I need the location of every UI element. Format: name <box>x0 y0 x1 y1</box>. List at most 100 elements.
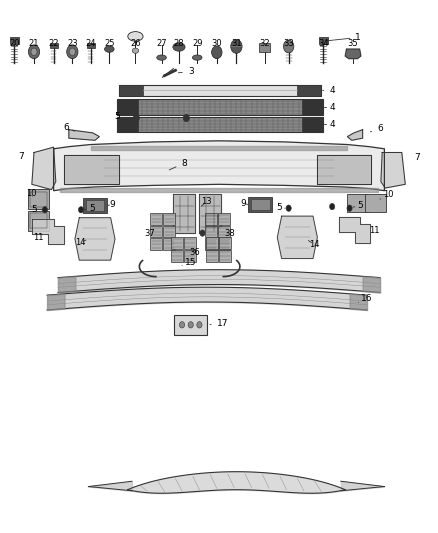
Text: 5: 5 <box>84 204 95 213</box>
Circle shape <box>286 205 291 212</box>
Ellipse shape <box>192 55 202 60</box>
Bar <box>117 100 323 115</box>
Ellipse shape <box>128 31 143 41</box>
Bar <box>184 237 196 249</box>
Bar <box>259 43 270 52</box>
Text: 5: 5 <box>114 112 129 122</box>
Circle shape <box>69 48 75 55</box>
Ellipse shape <box>157 55 166 60</box>
Text: 9: 9 <box>240 199 248 208</box>
Text: 20: 20 <box>9 39 20 49</box>
Text: 25: 25 <box>104 39 115 49</box>
Text: 28: 28 <box>173 39 184 49</box>
Circle shape <box>78 207 84 213</box>
Polygon shape <box>32 219 64 244</box>
Bar <box>87 43 95 48</box>
Text: 11: 11 <box>33 233 44 242</box>
Bar <box>10 37 19 44</box>
Polygon shape <box>317 155 371 184</box>
Bar <box>297 85 321 96</box>
Text: 31: 31 <box>231 39 242 49</box>
Bar <box>119 85 321 96</box>
Polygon shape <box>347 130 363 140</box>
Text: 15: 15 <box>182 258 197 266</box>
Text: 24: 24 <box>85 39 96 49</box>
Text: 10: 10 <box>380 190 394 199</box>
Circle shape <box>184 114 189 122</box>
Bar <box>28 211 49 231</box>
Polygon shape <box>173 193 195 233</box>
Polygon shape <box>64 155 119 184</box>
Circle shape <box>231 39 242 53</box>
Text: 14: 14 <box>308 240 319 249</box>
Text: 14: 14 <box>75 238 86 247</box>
Bar <box>206 237 218 249</box>
Text: 33: 33 <box>283 39 294 49</box>
Bar <box>219 237 231 249</box>
Bar <box>163 225 176 237</box>
Circle shape <box>180 321 185 328</box>
Text: 36: 36 <box>189 248 200 257</box>
Polygon shape <box>69 130 99 140</box>
Bar <box>206 250 218 262</box>
Text: 5: 5 <box>276 203 285 212</box>
Text: 4: 4 <box>324 103 335 112</box>
Text: 27: 27 <box>156 39 167 49</box>
Bar <box>218 213 230 224</box>
Bar <box>302 100 323 115</box>
Text: 7: 7 <box>414 154 420 163</box>
Bar <box>319 37 328 44</box>
Bar <box>174 315 207 335</box>
Polygon shape <box>32 147 56 190</box>
Circle shape <box>28 45 40 59</box>
Text: 10: 10 <box>26 189 36 198</box>
Text: 35: 35 <box>348 39 358 49</box>
Text: 23: 23 <box>67 39 78 49</box>
Polygon shape <box>277 216 318 259</box>
Circle shape <box>67 45 78 59</box>
Bar <box>251 199 270 210</box>
Text: 26: 26 <box>130 39 141 49</box>
Bar <box>163 213 176 224</box>
Text: 6: 6 <box>64 123 74 132</box>
Ellipse shape <box>105 46 114 52</box>
Circle shape <box>200 230 205 236</box>
Bar <box>30 192 47 207</box>
Text: 13: 13 <box>201 197 211 206</box>
Bar <box>184 250 196 262</box>
Ellipse shape <box>132 48 139 53</box>
Text: 32: 32 <box>259 39 270 49</box>
Text: 4: 4 <box>322 86 335 95</box>
Circle shape <box>133 114 139 122</box>
Text: 4: 4 <box>324 120 335 129</box>
Bar <box>28 189 49 209</box>
Text: 16: 16 <box>358 294 373 303</box>
Bar <box>83 198 107 214</box>
Bar <box>85 200 104 211</box>
Bar <box>218 225 230 237</box>
Circle shape <box>188 321 193 328</box>
Text: 3: 3 <box>178 67 194 76</box>
Bar <box>49 43 57 48</box>
Bar <box>117 117 323 132</box>
Bar <box>171 237 184 249</box>
Bar <box>347 194 368 213</box>
Circle shape <box>31 48 37 55</box>
Text: 5: 5 <box>31 205 42 214</box>
Circle shape <box>197 321 202 328</box>
Polygon shape <box>381 152 405 188</box>
Text: 8: 8 <box>170 159 187 170</box>
Text: 7: 7 <box>18 152 24 161</box>
Polygon shape <box>75 217 115 260</box>
Bar <box>150 238 162 250</box>
Polygon shape <box>345 49 361 59</box>
Bar <box>205 225 217 237</box>
Text: 37: 37 <box>144 229 155 238</box>
Bar <box>248 197 272 213</box>
Bar <box>30 214 47 228</box>
Bar <box>205 238 217 250</box>
Circle shape <box>283 40 294 53</box>
Text: 22: 22 <box>48 39 59 49</box>
Text: 11: 11 <box>370 226 380 235</box>
Bar <box>117 100 138 115</box>
